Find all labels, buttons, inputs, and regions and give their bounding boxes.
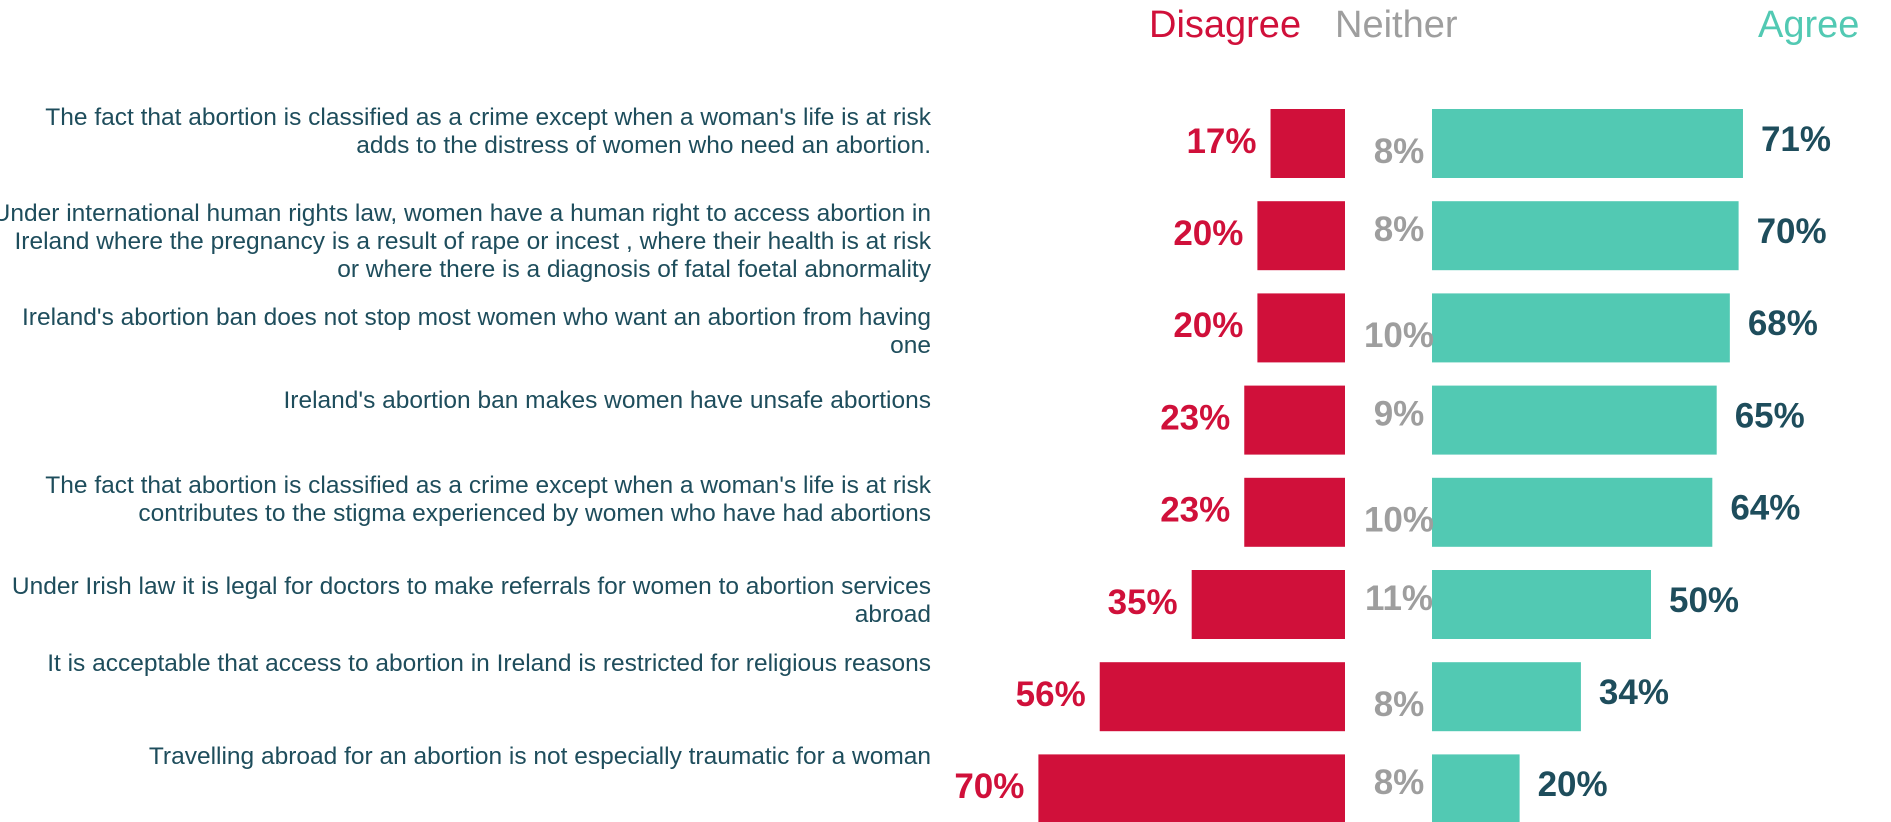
neither-value-label: 8%: [1374, 685, 1425, 724]
agree-bars: [1432, 109, 1743, 822]
neither-value-label: 8%: [1374, 763, 1425, 802]
agree-value-label: 34%: [1599, 673, 1669, 712]
neither-value-label: 8%: [1374, 132, 1425, 171]
agree-bar: [1432, 385, 1717, 455]
disagree-bar: [1257, 201, 1345, 271]
disagree-bar: [1038, 754, 1345, 822]
agree-bar: [1432, 754, 1520, 822]
disagree-bar: [1191, 570, 1345, 639]
statement-label: Ireland's abortion ban does not stop mos…: [22, 304, 931, 359]
agree-bar: [1432, 293, 1730, 363]
agree-value-label: 65%: [1735, 396, 1805, 435]
legend-neither: Neither: [1335, 4, 1458, 46]
disagree-bar: [1099, 662, 1345, 732]
statement-label: Under Irish law it is legal for doctors …: [11, 573, 931, 628]
neither-value-label: 10%: [1364, 316, 1434, 355]
agree-bar: [1432, 570, 1651, 639]
statement-label: Travelling abroad for an abortion is not…: [148, 743, 931, 770]
agree-bar: [1432, 201, 1739, 271]
statement-label: The fact that abortion is classified as …: [45, 472, 931, 527]
disagree-value-label: 20%: [1173, 306, 1243, 345]
agree-bar: [1432, 109, 1743, 178]
agree-value-label: 64%: [1730, 489, 1800, 528]
agree-bar: [1432, 477, 1713, 547]
disagree-value-label: 56%: [1016, 675, 1086, 714]
disagree-value-label: 17%: [1186, 122, 1256, 161]
neither-value-label: 11%: [1365, 579, 1433, 618]
agree-value-label: 68%: [1748, 304, 1818, 343]
disagree-bar: [1244, 477, 1345, 547]
disagree-value-label: 35%: [1108, 583, 1178, 622]
agree-value-label: 20%: [1538, 765, 1608, 804]
agree-value-label: 71%: [1761, 120, 1831, 159]
statement-label: Under international human rights law, wo…: [0, 200, 931, 283]
disagree-bar: [1257, 293, 1345, 363]
disagree-bar: [1244, 385, 1345, 455]
disagree-value-label: 23%: [1160, 398, 1230, 437]
legend-agree: Agree: [1758, 4, 1860, 46]
neither-value-label: 8%: [1374, 210, 1425, 249]
disagree-value-label: 20%: [1173, 214, 1243, 253]
disagree-bars: [1038, 109, 1345, 822]
disagree-value-label: 23%: [1160, 491, 1230, 530]
agree-bar: [1432, 662, 1581, 732]
statement-label: Ireland's abortion ban makes women have …: [283, 387, 931, 414]
legend-disagree: Disagree: [1149, 4, 1302, 46]
disagree-bar: [1270, 109, 1345, 178]
agree-value-label: 70%: [1757, 212, 1827, 251]
neither-value-label: 9%: [1374, 394, 1425, 433]
neither-value-label: 10%: [1364, 501, 1434, 540]
statement-label: The fact that abortion is classified as …: [45, 104, 931, 159]
statement-label: It is acceptable that access to abortion…: [47, 650, 931, 677]
agree-value-label: 50%: [1669, 581, 1739, 620]
disagree-value-label: 70%: [954, 767, 1024, 806]
value-labels: 17% 8% 71% 20% 8% 70% 20% 10% 68% 23% 9% 65% 23% 10% 6…: [954, 120, 1831, 806]
